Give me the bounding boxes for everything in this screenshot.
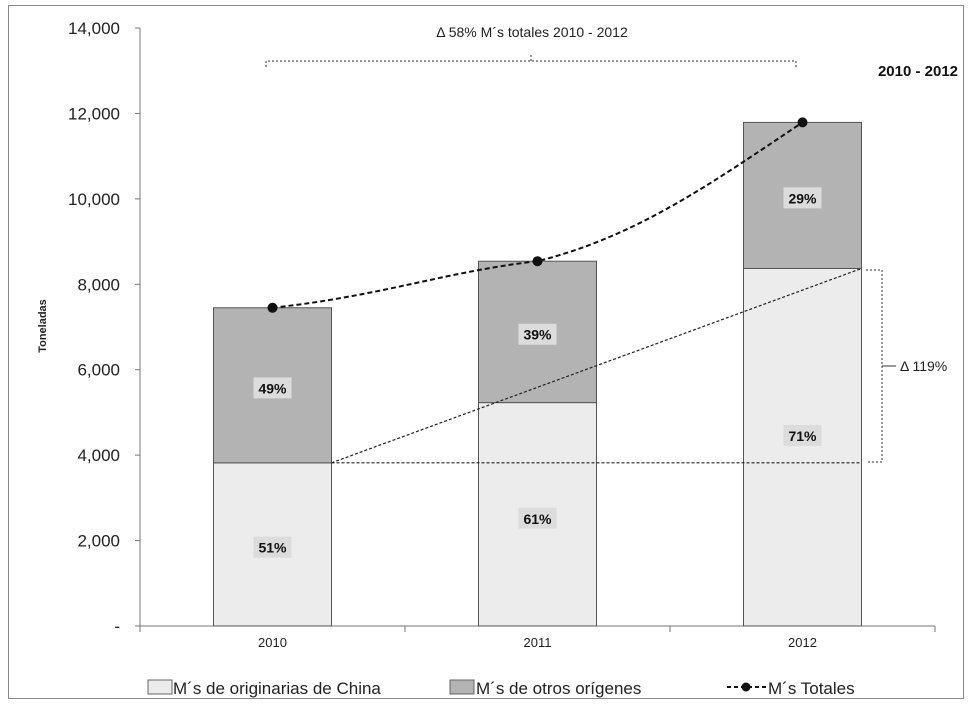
y-tick-label: -	[114, 617, 120, 636]
legend: M´s de originarias de China M´s de otros…	[147, 679, 855, 698]
y-tick-label: 14,000	[68, 19, 120, 38]
china-change-label: Δ 119%	[900, 358, 947, 374]
bar-segment	[743, 267, 862, 627]
percent-label: 71%	[788, 428, 817, 444]
percent-label: 29%	[788, 190, 817, 206]
y-tick-label: 12,000	[68, 104, 120, 123]
percent-label-bg	[518, 323, 557, 345]
chart-frame	[8, 5, 964, 699]
x-axis: 2010 2011 2012	[139, 625, 936, 650]
legend-item-total: M´s Totales	[727, 679, 855, 698]
y-tick-label: 10,000	[68, 190, 120, 209]
y-tick-label: 8,000	[77, 275, 120, 294]
total-point	[797, 117, 808, 128]
y-axis-label: Toneladas	[37, 299, 49, 353]
legend-item-china: M´s de originarias de China	[147, 679, 381, 698]
y-axis: - 2,000 4,000 6,000 8,000 10,000 12,000 14,000	[68, 19, 141, 636]
legend-label-china: M´s de originarias de China	[173, 679, 381, 698]
total-change-annotation: Δ 58% M´s totales 2010 - 2012	[265, 21, 797, 67]
percent-label-bg	[783, 424, 822, 446]
percent-label-bg	[253, 536, 292, 558]
total-point	[267, 302, 278, 313]
y-tick-label: 2,000	[77, 532, 120, 551]
labels-group: 51% 49% 61% 39% 71% 29%	[253, 187, 822, 558]
total-point	[532, 256, 543, 267]
percent-label-bg	[783, 187, 822, 209]
china-growth-guide	[331, 267, 862, 464]
percent-label: 49%	[258, 380, 287, 396]
legend-swatch-others	[449, 679, 475, 695]
legend-marker-total	[741, 682, 751, 692]
x-tick-label: 2012	[788, 635, 817, 650]
percent-label-bg	[253, 377, 292, 399]
total-change-label: Δ 58% M´s totales 2010 - 2012	[436, 24, 628, 40]
china-change-annotation: Δ 119%	[866, 269, 947, 463]
legend-swatch-china	[147, 679, 173, 695]
percent-label: 61%	[523, 511, 552, 527]
y-tick-label: 4,000	[77, 446, 120, 465]
period-label: 2010 - 2012	[878, 63, 958, 80]
x-tick-label: 2010	[258, 635, 287, 650]
legend-item-others: M´s de otros orígenes	[449, 679, 641, 698]
bars-group	[213, 121, 862, 627]
total-line	[272, 121, 804, 309]
total-line-group	[267, 117, 808, 313]
y-tick-label: 6,000	[77, 361, 120, 380]
percent-label: 51%	[258, 540, 287, 556]
legend-label-others: M´s de otros orígenes	[476, 679, 641, 698]
legend-label-total: M´s Totales	[768, 679, 855, 698]
percent-label: 39%	[523, 327, 552, 343]
percent-label-bg	[518, 507, 557, 529]
x-tick-label: 2011	[524, 635, 552, 650]
guides-group	[331, 267, 862, 464]
